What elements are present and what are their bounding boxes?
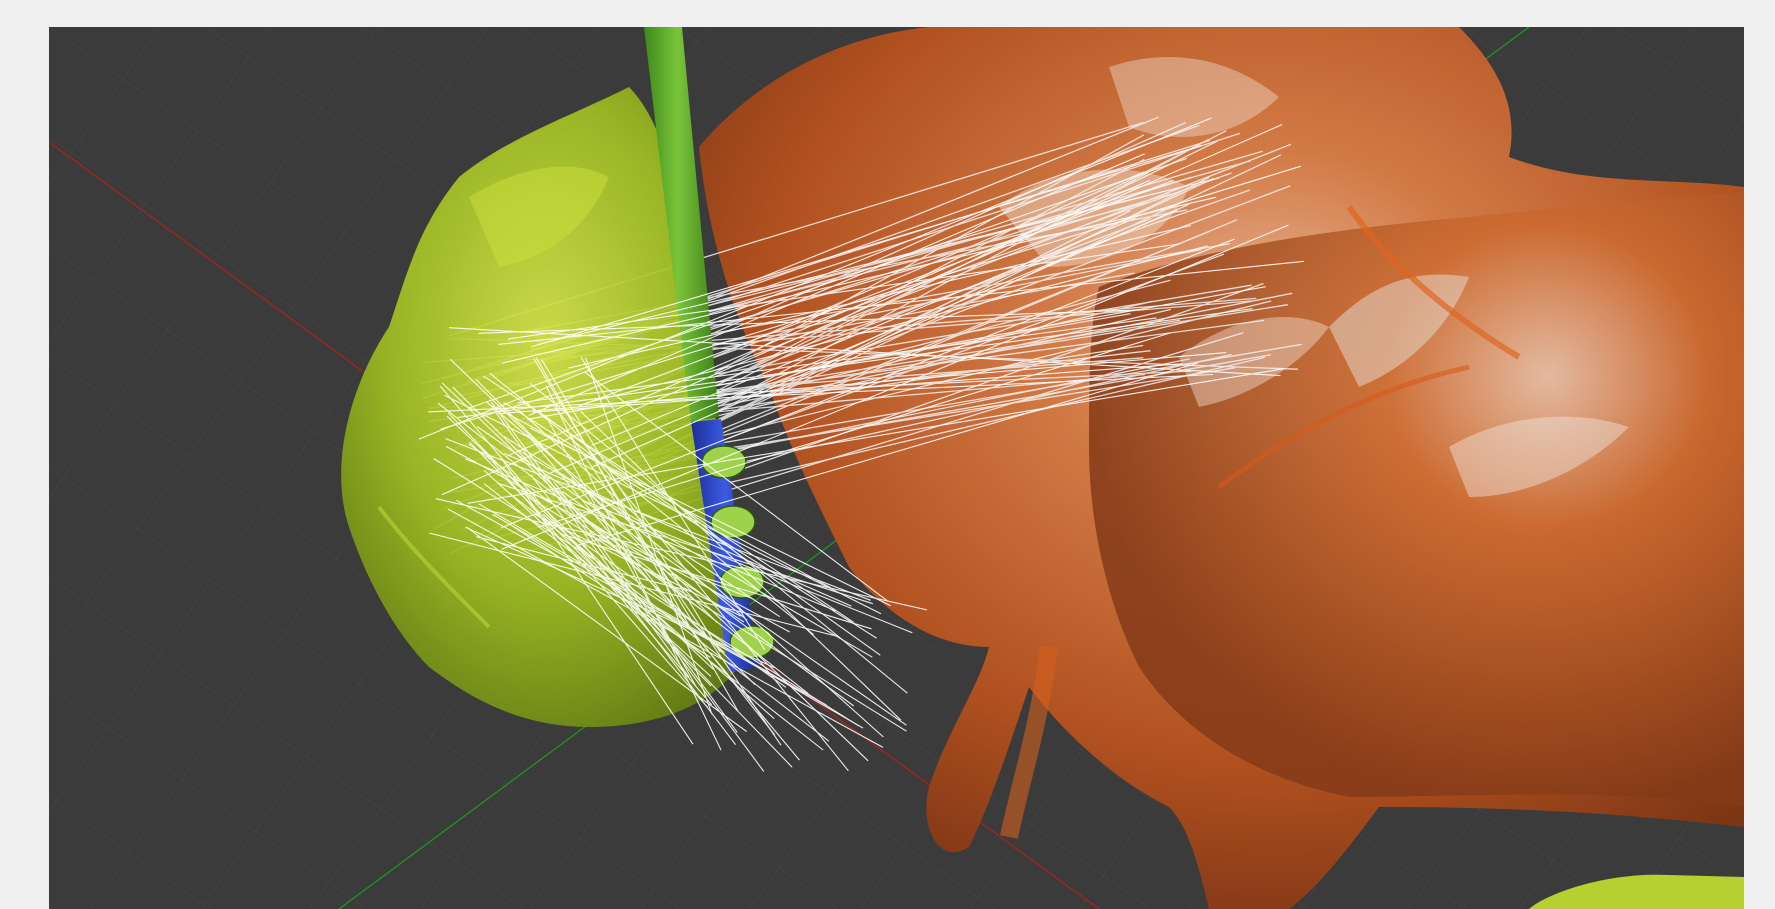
fiber-line: [433, 458, 859, 727]
fiber-line: [562, 491, 855, 707]
fiber-line: [475, 378, 718, 624]
fiber-line: [457, 308, 1253, 419]
fiber-line: [428, 373, 1214, 413]
fiber-tracts-front: [418, 117, 1305, 772]
contact-ring-2: [710, 505, 756, 539]
fiber-line: [533, 513, 742, 617]
fiber-line: [585, 533, 753, 600]
fiber-line: [481, 448, 709, 708]
fiber-line: [440, 165, 1302, 430]
orange-surface: [699, 27, 1744, 909]
fiber-line: [553, 481, 738, 733]
fiber-line: [439, 385, 713, 706]
fiber-line: [528, 153, 1145, 416]
fiber-line: [446, 415, 714, 670]
fiber-line: [475, 536, 693, 593]
scene-render: [49, 27, 1744, 909]
fiber-line: [585, 357, 713, 715]
fiber-line: [583, 500, 913, 634]
fiber-line: [418, 117, 1212, 440]
fiber-line: [541, 359, 721, 653]
contact-ring-1: [701, 445, 747, 479]
fiber-line: [547, 209, 1178, 475]
fiber-line: [531, 144, 1202, 348]
fiber-line: [542, 513, 775, 720]
fiber-line: [447, 412, 793, 768]
fiber-line: [450, 358, 869, 762]
fiber-line: [584, 371, 888, 602]
fiber-line: [492, 405, 832, 589]
fiber-line: [517, 449, 873, 658]
fiber-line: [465, 526, 775, 669]
fiber-line: [449, 327, 1281, 377]
fiber-line: [476, 426, 907, 726]
fiber-line: [498, 260, 1305, 345]
fiber-line: [520, 491, 907, 732]
fiber-line: [444, 394, 882, 615]
fiber-line: [452, 386, 756, 686]
fiber-line: [535, 357, 739, 712]
fiber-line: [502, 196, 1217, 364]
fiber-line: [591, 203, 1190, 468]
fiber-line: [545, 385, 722, 751]
fiber-line: [467, 368, 1284, 504]
fiber-line: [500, 238, 1235, 529]
fiber-line: [483, 483, 824, 751]
fiber-line: [492, 513, 864, 729]
fiber-line: [507, 243, 1180, 340]
fiber-line: [447, 508, 884, 748]
green-surface-fragment: [1529, 874, 1744, 909]
fiber-line: [554, 406, 849, 772]
fiber-line: [580, 357, 766, 651]
fiber-line: [591, 217, 1136, 446]
fiber-line: [580, 411, 902, 721]
fiber-line: [441, 123, 1283, 496]
fiber-line: [504, 452, 852, 607]
fiber-line: [435, 498, 928, 611]
fiber-line: [578, 179, 1174, 407]
fiber-line: [501, 224, 1289, 550]
fiber-line: [498, 352, 1227, 415]
fiber-line: [544, 414, 697, 687]
fiber-line: [532, 363, 1183, 413]
fiber-line: [465, 458, 836, 612]
fiber-line: [590, 245, 1209, 403]
fiber-line: [483, 375, 855, 623]
fiber-line: [503, 435, 781, 618]
3d-viewport[interactable]: [49, 27, 1744, 909]
fiber-line: [499, 455, 694, 745]
fiber-line: [490, 401, 765, 772]
fiber-line: [478, 309, 1140, 334]
